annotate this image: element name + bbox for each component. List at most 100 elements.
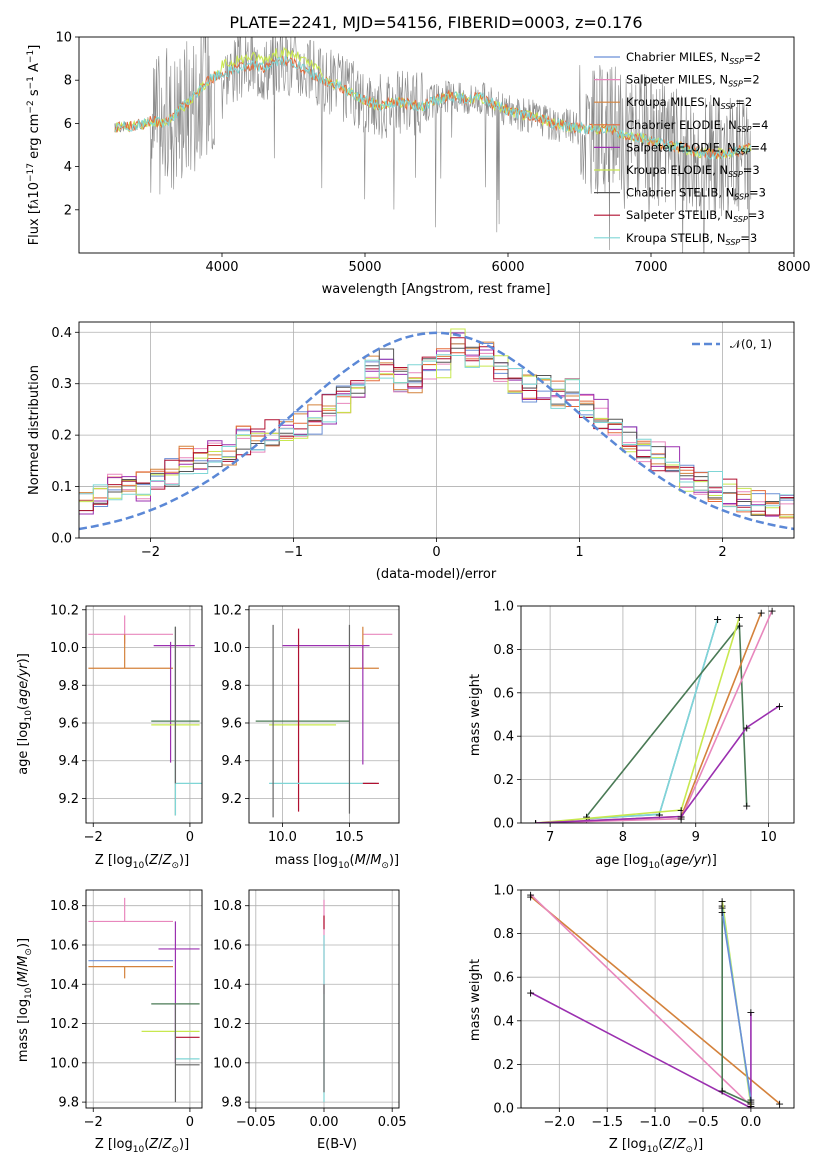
property-panels: −2 0 9.2 9.4 9.6 9.8 10.0 10.2 10.0 10.5 9.2 9.4 9.6… bbox=[50, 600, 795, 1130]
ageMass-ytick: 9.2 bbox=[221, 792, 242, 807]
spectrum-xtick: 8000 bbox=[777, 260, 810, 275]
model-spectrum bbox=[114, 55, 752, 161]
wZ-xlabel: Z [log10(Z/Z⊙)] bbox=[609, 1137, 703, 1155]
wAge-panel: + +++ ++++++++++++ ++++++7 8 9 100.00.20.40.60… bbox=[493, 600, 795, 845]
residual-xlabel: (data-model)/error bbox=[376, 567, 497, 582]
ageZ-ylabel: age [log10(age/yr)] bbox=[16, 653, 34, 775]
massEbv-ytick: 10.2 bbox=[213, 1017, 242, 1032]
weight-z-line bbox=[721, 911, 752, 1100]
wZ-xtick: 0.0 bbox=[741, 1115, 762, 1130]
weight-age-marker: + bbox=[677, 813, 686, 826]
massZ-xlabel: Z [log10(Z/Z⊙)] bbox=[95, 1137, 189, 1155]
spectrum-ytick: 10 bbox=[55, 31, 72, 46]
weight-z-marker: + bbox=[526, 986, 535, 999]
ageMass-ytick: 9.6 bbox=[221, 716, 242, 731]
ageZ-ytick: 9.2 bbox=[58, 792, 79, 807]
ageMass-ytick: 10.0 bbox=[213, 641, 242, 656]
massZ-xtick: −2 bbox=[84, 1115, 103, 1130]
weight-age-marker: + bbox=[531, 817, 540, 830]
wZ-ytick: 0.4 bbox=[493, 1014, 514, 1029]
weight-age-marker: + bbox=[742, 800, 751, 813]
ageMass-ytick: 9.8 bbox=[221, 679, 242, 694]
ageZ-xlabel: Z [log10(Z/Z⊙)] bbox=[95, 853, 189, 871]
spectrum-xtick: 6000 bbox=[491, 260, 524, 275]
histogram-kroupa-stelib bbox=[79, 354, 794, 511]
weight-age-marker: + bbox=[735, 611, 744, 624]
residual-ytick: 0.0 bbox=[51, 532, 72, 547]
ageMass-xtick: 10.5 bbox=[335, 830, 364, 845]
massEbv-xtick: −0.05 bbox=[236, 1115, 276, 1130]
massEbv-xlabel: E(B-V) bbox=[317, 1137, 357, 1152]
spectrum-ytick: 4 bbox=[64, 160, 72, 175]
legend-label: Kroupa STELIB, NSSP=3 bbox=[626, 231, 757, 247]
residual-ylabel: Normed distribution bbox=[27, 365, 42, 495]
massEbv-ytick: 10.0 bbox=[213, 1056, 242, 1071]
wZ-panel: ++++++++++++++++−2.0 −1.5 −1.0 −0.5 0.00.00.… bbox=[493, 884, 795, 1130]
ageMass-ytick: 9.4 bbox=[221, 754, 242, 769]
residual-ytick: 0.3 bbox=[51, 377, 72, 392]
massEbv-ytick: 9.8 bbox=[221, 1096, 242, 1111]
massZ-ytick: 10.8 bbox=[50, 899, 79, 914]
residual-xtick: −2 bbox=[141, 545, 160, 560]
ageMass-xlabel: mass [log10(M/M⊙)] bbox=[275, 853, 399, 871]
weight-age-marker: + bbox=[757, 607, 766, 620]
weight-age-marker: + bbox=[775, 700, 784, 713]
wAge-ytick: 0.2 bbox=[493, 773, 514, 788]
weight-z-line bbox=[530, 895, 781, 1105]
spectrum-xtick: 7000 bbox=[634, 260, 667, 275]
wZ-xtick: −1.0 bbox=[639, 1115, 671, 1130]
weight-age-marker: + bbox=[742, 722, 751, 735]
legend-label: Chabrier STELIB, NSSP=3 bbox=[626, 186, 766, 202]
spectrum-xtick: 4000 bbox=[205, 260, 238, 275]
massEbv-ytick: 10.8 bbox=[213, 899, 242, 914]
wAge-ytick: 0.8 bbox=[493, 643, 514, 658]
residual-ytick: 0.4 bbox=[51, 326, 72, 341]
model-spectrum bbox=[114, 46, 752, 160]
weight-age-marker: + bbox=[531, 817, 540, 830]
massZ-ytick: 10.0 bbox=[50, 1056, 79, 1071]
ageZ-xtick: −2 bbox=[84, 830, 103, 845]
spectrum-xlabel: wavelength [Angstrom, rest frame] bbox=[322, 282, 551, 297]
weight-age-line bbox=[535, 612, 762, 823]
ageMass-ytick: 10.2 bbox=[213, 603, 242, 618]
weight-z-line bbox=[721, 905, 752, 1105]
weight-age-marker: + bbox=[735, 620, 744, 633]
wAge-xtick: 7 bbox=[546, 830, 554, 845]
legend-label: Salpeter STELIB, NSSP=3 bbox=[626, 208, 765, 224]
weight-age-marker: + bbox=[713, 613, 722, 626]
wAge-xtick: 9 bbox=[692, 830, 700, 845]
wAge-ytick: 1.0 bbox=[493, 600, 514, 615]
wZ-xtick: −1.5 bbox=[591, 1115, 623, 1130]
weight-z-line bbox=[530, 991, 752, 1108]
weight-z-marker: + bbox=[718, 1085, 727, 1098]
weight-z-marker: + bbox=[746, 1095, 755, 1108]
residual-xtick: 0 bbox=[432, 545, 440, 560]
wAge-ytick: 0.4 bbox=[493, 730, 514, 745]
massEbv-panel: −0.05 0.00 0.05 9.8 10.0 10.2 10.4 10.6 10.8 bbox=[213, 889, 407, 1130]
weight-age-marker: + bbox=[677, 810, 686, 823]
ageMass-panel: 10.0 10.5 9.2 9.4 9.6 9.8 10.0 10.2 bbox=[213, 603, 400, 845]
legend-label: 𝒩(0, 1) bbox=[730, 337, 772, 351]
weight-z-marker: + bbox=[718, 895, 727, 908]
spectrum-panel: Chabrier MILES, NSSP=2 Salpeter MILES, NS… bbox=[26, 31, 811, 298]
weight-age-marker: + bbox=[531, 817, 540, 830]
normal-curve bbox=[79, 331, 794, 531]
wZ-ytick: 1.0 bbox=[493, 884, 514, 899]
wAge-ytick: 0.6 bbox=[493, 686, 514, 701]
weight-z-marker: + bbox=[746, 1006, 755, 1019]
legend-label: Chabrier ELODIE, NSSP=4 bbox=[626, 118, 768, 134]
massEbv-xtick: 0.00 bbox=[310, 1115, 339, 1130]
legend-label: Kroupa MILES, NSSP=2 bbox=[626, 95, 752, 111]
spectrum-ytick: 2 bbox=[64, 203, 72, 218]
weight-age-line bbox=[586, 618, 719, 820]
weight-z-marker: + bbox=[718, 901, 727, 914]
legend-label: Salpeter ELODIE, NSSP=4 bbox=[626, 140, 767, 156]
massZ-ylabel: mass [log10(M/M⊙)] bbox=[16, 938, 34, 1062]
residual-xtick: −1 bbox=[284, 545, 303, 560]
spectrum-ylabel: Flux [fλ10−17 erg cm−2 s−1 A−1] bbox=[26, 45, 42, 246]
spectrum-ytick: 6 bbox=[64, 117, 72, 132]
weight-z-marker: + bbox=[746, 1100, 755, 1113]
page-title: PLATE=2241, MJD=54156, FIBERID=0003, z=0… bbox=[229, 13, 642, 32]
legend-label: Salpeter MILES, NSSP=2 bbox=[626, 73, 760, 89]
